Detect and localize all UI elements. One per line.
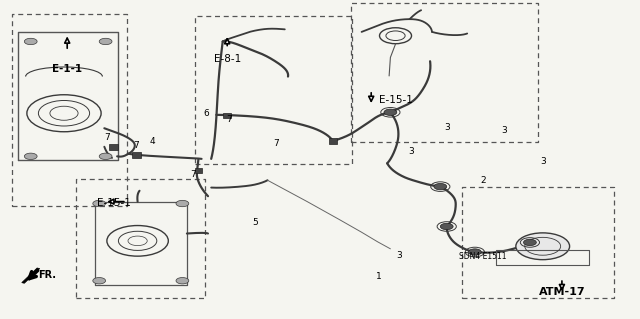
Circle shape — [24, 38, 37, 45]
Text: 7: 7 — [191, 170, 196, 179]
Text: 3: 3 — [540, 157, 545, 166]
Circle shape — [176, 200, 189, 207]
Text: 7: 7 — [227, 115, 232, 124]
Text: 7: 7 — [134, 141, 139, 150]
Circle shape — [468, 249, 481, 255]
Circle shape — [24, 153, 37, 160]
Polygon shape — [329, 138, 337, 144]
Text: E-8-1: E-8-1 — [214, 54, 241, 64]
Polygon shape — [109, 144, 118, 150]
Circle shape — [93, 278, 106, 284]
Text: 4: 4 — [150, 137, 155, 146]
Text: 7: 7 — [105, 133, 110, 142]
Circle shape — [93, 200, 106, 207]
Text: 6: 6 — [204, 109, 209, 118]
Text: FR.: FR. — [38, 270, 56, 280]
Circle shape — [99, 153, 112, 160]
Circle shape — [440, 223, 453, 230]
Text: 3: 3 — [444, 123, 449, 132]
Text: 2: 2 — [481, 176, 486, 185]
Text: 7: 7 — [274, 139, 279, 148]
Circle shape — [384, 109, 397, 115]
Text: 1: 1 — [376, 272, 381, 281]
Circle shape — [524, 239, 536, 246]
Text: ATM-17: ATM-17 — [539, 287, 585, 297]
Text: E-15-1: E-15-1 — [379, 95, 412, 106]
Circle shape — [434, 183, 447, 190]
Text: E-15-1: E-15-1 — [97, 197, 131, 208]
Text: 3: 3 — [502, 126, 507, 135]
Polygon shape — [22, 268, 40, 283]
Polygon shape — [195, 168, 202, 173]
Circle shape — [99, 38, 112, 45]
Text: SDN4 E1511: SDN4 E1511 — [460, 252, 507, 261]
Text: 3: 3 — [408, 147, 413, 156]
Circle shape — [516, 233, 570, 260]
Text: E-1-1: E-1-1 — [52, 63, 83, 74]
Polygon shape — [223, 113, 232, 118]
Circle shape — [176, 278, 189, 284]
Text: 3: 3 — [397, 251, 402, 260]
Text: 5: 5 — [252, 218, 257, 227]
Polygon shape — [132, 152, 141, 158]
